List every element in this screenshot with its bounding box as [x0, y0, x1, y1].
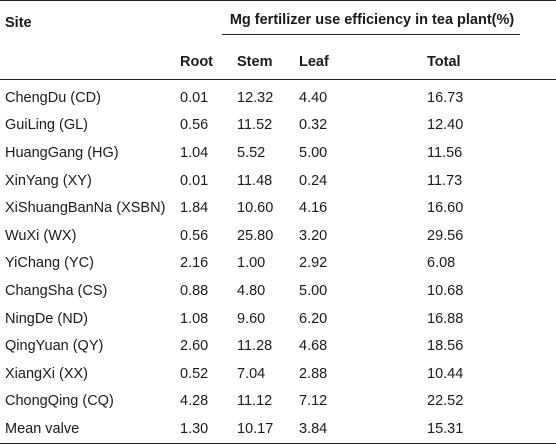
- table-header: Site Mg fertilizer use efficiency in tea…: [0, 0, 556, 80]
- cell-total: 11.56: [427, 144, 463, 161]
- cell-leaf: 7.12: [299, 393, 328, 410]
- cell-stem: 7.04: [237, 365, 266, 382]
- cell-stem: 25.80: [237, 227, 274, 244]
- cell-leaf: 0.24: [299, 172, 328, 189]
- cell-root: 4.28: [180, 393, 209, 410]
- table-body: ChengDu (CD) 0.01 12.32 4.40 16.73 GuiLing (G…: [0, 80, 556, 444]
- table-row: WuXi (WX) 0.56 25.80 3.20 29.56: [0, 222, 556, 250]
- cell-root: 1.08: [180, 310, 209, 327]
- cell-root: 1.30: [176, 415, 229, 444]
- cell-stem: 5.52: [237, 144, 266, 161]
- cell-site: NingDe (ND): [5, 310, 88, 327]
- cell-stem: 12.32: [237, 89, 274, 106]
- cell-root: 2.16: [180, 255, 209, 272]
- cell-total: 10.68: [427, 282, 464, 299]
- cell-site: HuangGang (HG): [5, 144, 119, 161]
- cell-total: 16.88: [427, 310, 464, 327]
- cell-leaf: 6.20: [299, 310, 328, 327]
- cell-root: 0.56: [180, 227, 209, 244]
- header-group-label: Mg fertilizer use efficiency in tea plan…: [221, 12, 521, 35]
- cell-stem: 4.80: [237, 282, 266, 299]
- cell-stem: 9.60: [237, 310, 266, 327]
- table-row: GuiLing (GL) 0.56 11.52 0.32 12.40: [0, 112, 556, 140]
- table-row: HuangGang (HG) 1.04 5.52 5.00 11.56: [0, 139, 556, 167]
- cell-total: 29.56: [427, 227, 464, 244]
- cell-leaf: 3.84: [289, 415, 379, 444]
- header-root: Root: [176, 45, 229, 80]
- cell-root: 0.56: [180, 117, 209, 134]
- cell-root: 0.88: [180, 282, 209, 299]
- cell-total: 16.73: [427, 89, 464, 106]
- cell-total: 6.08: [427, 255, 456, 272]
- cell-stem: 1.00: [237, 255, 266, 272]
- cell-total: 18.56: [427, 338, 464, 355]
- cell-stem: 10.60: [237, 200, 274, 217]
- table-row: ChangSha (CS) 0.88 4.80 5.00 10.68: [0, 277, 556, 305]
- cell-leaf: 4.40: [299, 89, 328, 106]
- cell-stem: 11.52: [237, 117, 273, 134]
- cell-site: QingYuan (QY): [5, 338, 104, 355]
- header-leaf: Leaf: [289, 45, 379, 80]
- cell-leaf: 3.20: [299, 227, 328, 244]
- cell-site: Mean valve: [0, 415, 176, 444]
- cell-root: 0.01: [180, 89, 209, 106]
- cell-root: 2.60: [180, 338, 209, 355]
- cell-leaf: 4.16: [299, 200, 328, 217]
- header-row-columns: Root Stem Leaf Total: [0, 45, 556, 80]
- cell-leaf: 5.00: [299, 282, 328, 299]
- cell-root: 1.84: [180, 200, 209, 217]
- cell-site: GuiLing (GL): [5, 117, 89, 134]
- table-row: XiangXi (XX) 0.52 7.04 2.88 10.44: [0, 360, 556, 388]
- cell-leaf: 2.88: [299, 365, 328, 382]
- cell-total: 11.73: [427, 172, 463, 189]
- cell-stem: 10.17: [229, 415, 289, 444]
- cell-root: 0.52: [180, 365, 209, 382]
- cell-site: WuXi (WX): [5, 227, 77, 244]
- cell-site: YiChang (YC): [5, 255, 94, 272]
- cell-site: XiShuangBanNa (XSBN): [5, 200, 166, 217]
- table-row: ChengDu (CD) 0.01 12.32 4.40 16.73: [0, 80, 556, 112]
- cell-total: 22.52: [427, 393, 464, 410]
- cell-leaf: 2.92: [299, 255, 328, 272]
- table-row: XinYang (XY) 0.01 11.48 0.24 11.73: [0, 167, 556, 195]
- cell-leaf: 0.32: [299, 117, 328, 134]
- cell-site: ChongQing (CQ): [5, 393, 114, 410]
- header-stem: Stem: [229, 45, 289, 80]
- table-row: ChongQing (CQ) 4.28 11.12 7.12 22.52: [0, 388, 556, 416]
- header-site-spacer: [0, 45, 176, 80]
- table-row: YiChang (YC) 2.16 1.00 2.92 6.08: [0, 250, 556, 278]
- table-row: QingYuan (QY) 2.60 11.28 4.68 18.56: [0, 332, 556, 360]
- header-total: Total: [379, 45, 556, 80]
- cell-total: 10.44: [427, 365, 464, 382]
- table-row: NingDe (ND) 1.08 9.60 6.20 16.88: [0, 305, 556, 333]
- cell-total: 15.31: [379, 415, 556, 444]
- cell-leaf: 5.00: [299, 144, 328, 161]
- cell-site: XinYang (XY): [5, 172, 92, 189]
- cell-stem: 11.28: [237, 338, 273, 355]
- cell-root: 1.04: [180, 144, 209, 161]
- cell-stem: 11.48: [237, 172, 273, 189]
- table-row: Mean valve 1.30 10.17 3.84 15.31: [0, 415, 556, 444]
- header-group: Mg fertilizer use efficiency in tea plan…: [176, 0, 556, 45]
- header-site: Site: [0, 0, 176, 45]
- cell-leaf: 4.68: [299, 338, 328, 355]
- cell-root: 0.01: [180, 172, 209, 189]
- cell-total: 12.40: [427, 117, 464, 134]
- table-row: XiShuangBanNa (XSBN) 1.84 10.60 4.16 16.60: [0, 194, 556, 222]
- cell-site: ChengDu (CD): [5, 89, 101, 106]
- cell-site: XiangXi (XX): [5, 365, 89, 382]
- cell-site: ChangSha (CS): [5, 282, 108, 299]
- cell-stem: 11.12: [237, 393, 273, 410]
- cell-total: 16.60: [427, 200, 464, 217]
- header-row-group: Site Mg fertilizer use efficiency in tea…: [0, 0, 556, 45]
